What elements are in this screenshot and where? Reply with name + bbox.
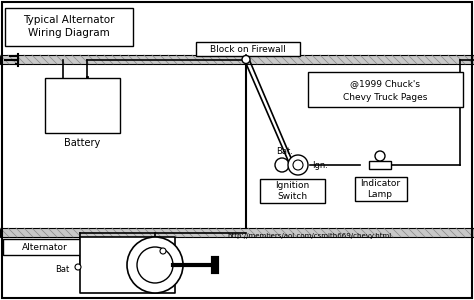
Text: Wiring Diagram: Wiring Diagram	[28, 28, 110, 38]
Text: Bat: Bat	[55, 266, 69, 274]
Bar	[260, 179, 325, 203]
Bar	[308, 72, 463, 107]
Bar	[80, 237, 175, 293]
Circle shape	[293, 160, 303, 170]
Circle shape	[275, 158, 289, 172]
Bar	[369, 161, 391, 169]
Circle shape	[288, 155, 308, 175]
Circle shape	[137, 247, 173, 283]
Text: Ign.: Ign.	[312, 160, 328, 169]
Text: http://members/aol.com/csmith669/chevy.html: http://members/aol.com/csmith669/chevy.h…	[228, 233, 392, 239]
Text: Block on Firewall: Block on Firewall	[210, 44, 286, 53]
Bar	[0, 55, 474, 64]
Bar	[0, 228, 474, 237]
Bar	[196, 42, 300, 56]
Circle shape	[127, 237, 183, 293]
Text: 1: 1	[140, 256, 146, 265]
Bar	[3, 239, 88, 255]
Text: 2: 2	[160, 250, 165, 260]
Bar	[5, 8, 133, 46]
Text: @1999 Chuck's: @1999 Chuck's	[350, 80, 420, 88]
Text: Bat.: Bat.	[276, 146, 293, 155]
Text: Typical Alternator: Typical Alternator	[23, 15, 115, 25]
Circle shape	[242, 56, 250, 64]
Text: Battery: Battery	[64, 138, 100, 148]
Circle shape	[160, 248, 166, 254]
Text: Chevy Truck Pages: Chevy Truck Pages	[343, 92, 427, 101]
Circle shape	[75, 264, 81, 270]
Text: Ignition
Switch: Ignition Switch	[275, 181, 309, 201]
Text: Indicator
Lamp: Indicator Lamp	[360, 179, 400, 199]
Bar	[355, 177, 407, 201]
Text: Alternator: Alternator	[22, 242, 68, 251]
Bar	[45, 78, 120, 133]
Circle shape	[375, 151, 385, 161]
